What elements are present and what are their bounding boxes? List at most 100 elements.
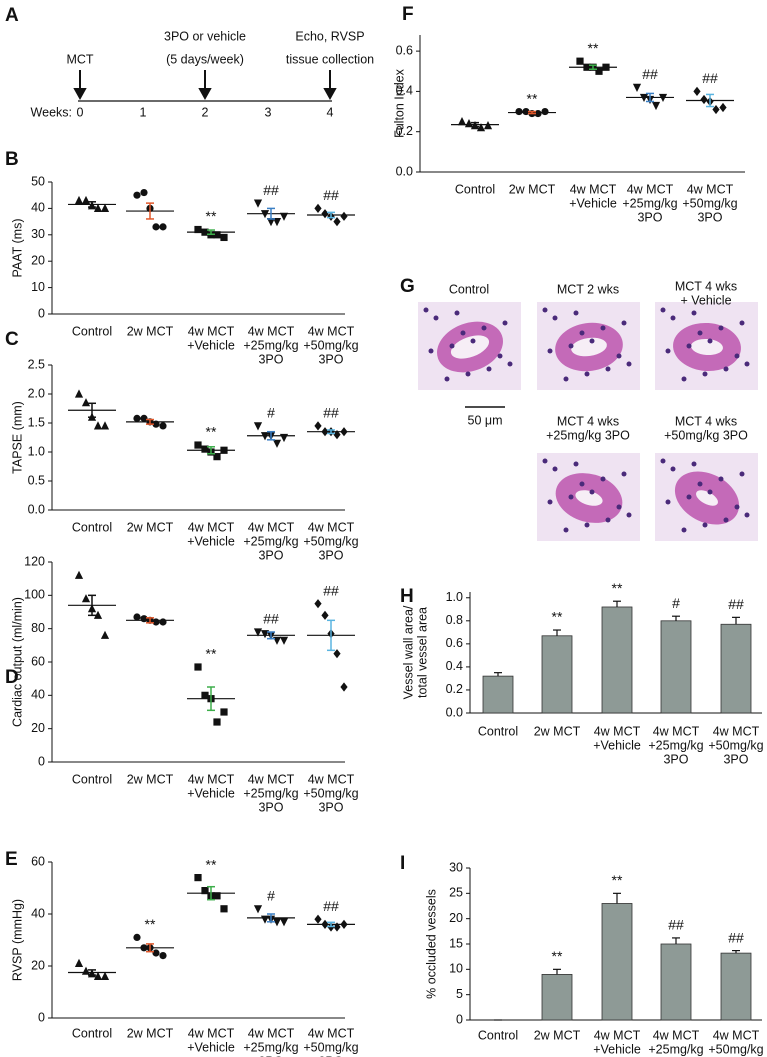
- nucleus: [460, 330, 466, 336]
- x-tick-label: 4w MCT: [188, 772, 235, 786]
- y-tick-label: 1.5: [28, 415, 45, 429]
- nucleus: [686, 343, 692, 349]
- error-bar: [327, 921, 335, 928]
- y-tick-label: 40: [31, 906, 45, 920]
- panel-label: G: [400, 276, 415, 297]
- nucleus: [681, 376, 687, 382]
- point: [159, 618, 167, 626]
- point: [333, 430, 341, 440]
- point: [159, 422, 167, 430]
- point: [194, 663, 202, 671]
- x-tick-label: 2w MCT: [127, 520, 174, 534]
- nucleus: [691, 310, 697, 316]
- x-tick-label: Control: [478, 1028, 518, 1042]
- x-tick-label: Control: [72, 520, 112, 534]
- point: [213, 718, 221, 726]
- x-tick-label: +50mg/kg: [303, 786, 358, 800]
- x-tick-label: +25mg/kg: [243, 786, 298, 800]
- point: [213, 892, 221, 900]
- y-tick-label: 120: [24, 554, 45, 568]
- nucleus: [423, 307, 429, 313]
- nucleus: [573, 310, 579, 316]
- nucleus: [507, 361, 513, 367]
- panel-label: H: [400, 586, 414, 607]
- significance: ##: [702, 70, 718, 86]
- nucleus: [481, 325, 487, 331]
- error-bar: [207, 446, 215, 455]
- error-bar: [613, 892, 621, 904]
- nucleus: [497, 353, 503, 359]
- significance: #: [672, 595, 680, 611]
- nucleus: [697, 481, 703, 487]
- y-tick-label: 80: [31, 621, 45, 635]
- error-bar: [207, 885, 215, 901]
- x-tick-label: 4w MCT: [594, 1028, 641, 1042]
- nucleus: [552, 466, 558, 472]
- nucleus: [589, 338, 595, 344]
- x-tick-label: 4w MCT: [687, 182, 734, 196]
- significance: ##: [323, 582, 339, 598]
- nucleus: [600, 325, 606, 331]
- point: [201, 887, 209, 895]
- significance: **: [588, 40, 599, 56]
- error-bar: [88, 594, 96, 617]
- error-bar: [327, 211, 335, 219]
- point: [340, 682, 348, 692]
- point: [213, 231, 221, 239]
- nucleus: [542, 307, 548, 313]
- point: [515, 107, 523, 116]
- point: [140, 188, 148, 197]
- y-tick-label: 10: [31, 280, 45, 294]
- point: [576, 57, 584, 65]
- error-bar: [267, 207, 275, 220]
- point: [321, 427, 329, 437]
- y-axis-label: total vessel area: [415, 607, 429, 698]
- nucleus: [600, 476, 606, 482]
- point: [333, 649, 341, 659]
- image-label: MCT 4 wks: [675, 279, 737, 293]
- point: [152, 618, 160, 626]
- x-tick-label: 3PO: [258, 548, 283, 562]
- y-tick-label: 0.4: [396, 84, 413, 98]
- week-label: 4: [327, 105, 334, 119]
- nucleus: [660, 458, 666, 464]
- point: [81, 398, 91, 407]
- y-tick-label: 0.2: [446, 682, 463, 696]
- y-tick-label: 25: [449, 886, 463, 900]
- x-tick-label: 4w MCT: [627, 182, 674, 196]
- nucleus: [486, 366, 492, 372]
- point: [340, 211, 348, 221]
- nucleus: [707, 338, 713, 344]
- significance: ##: [263, 182, 279, 198]
- x-tick-label: 4w MCT: [248, 1026, 295, 1040]
- y-tick-label: 0: [38, 754, 45, 768]
- point: [314, 599, 322, 609]
- nucleus: [584, 371, 590, 377]
- point: [279, 918, 289, 927]
- y-tick-label: 40: [31, 201, 45, 215]
- y-axis-label: TAPSE (mm): [10, 401, 24, 474]
- panel-label: I: [400, 853, 405, 874]
- point: [93, 610, 103, 619]
- x-tick-label: 4w MCT: [248, 772, 295, 786]
- y-tick-label: 0.0: [28, 502, 45, 516]
- significance: ##: [263, 611, 279, 627]
- y-tick-label: 0.4: [446, 659, 463, 673]
- nucleus: [579, 330, 585, 336]
- timeline-arrows: [73, 70, 337, 101]
- point: [476, 123, 486, 132]
- y-tick-label: 5: [456, 987, 463, 1001]
- image-label: +25mg/kg 3PO: [546, 428, 630, 442]
- nucleus: [433, 315, 439, 321]
- error-bar: [672, 615, 680, 621]
- significance: ##: [728, 929, 744, 945]
- x-tick-label: 3PO: [258, 352, 283, 366]
- nucleus: [697, 330, 703, 336]
- error-bar: [589, 64, 597, 70]
- point: [260, 210, 270, 219]
- nucleus: [702, 371, 708, 377]
- x-tick-label: 2w MCT: [127, 1026, 174, 1040]
- nucleus: [691, 461, 697, 467]
- y-tick-label: 60: [31, 654, 45, 668]
- image-label: Control: [449, 282, 489, 296]
